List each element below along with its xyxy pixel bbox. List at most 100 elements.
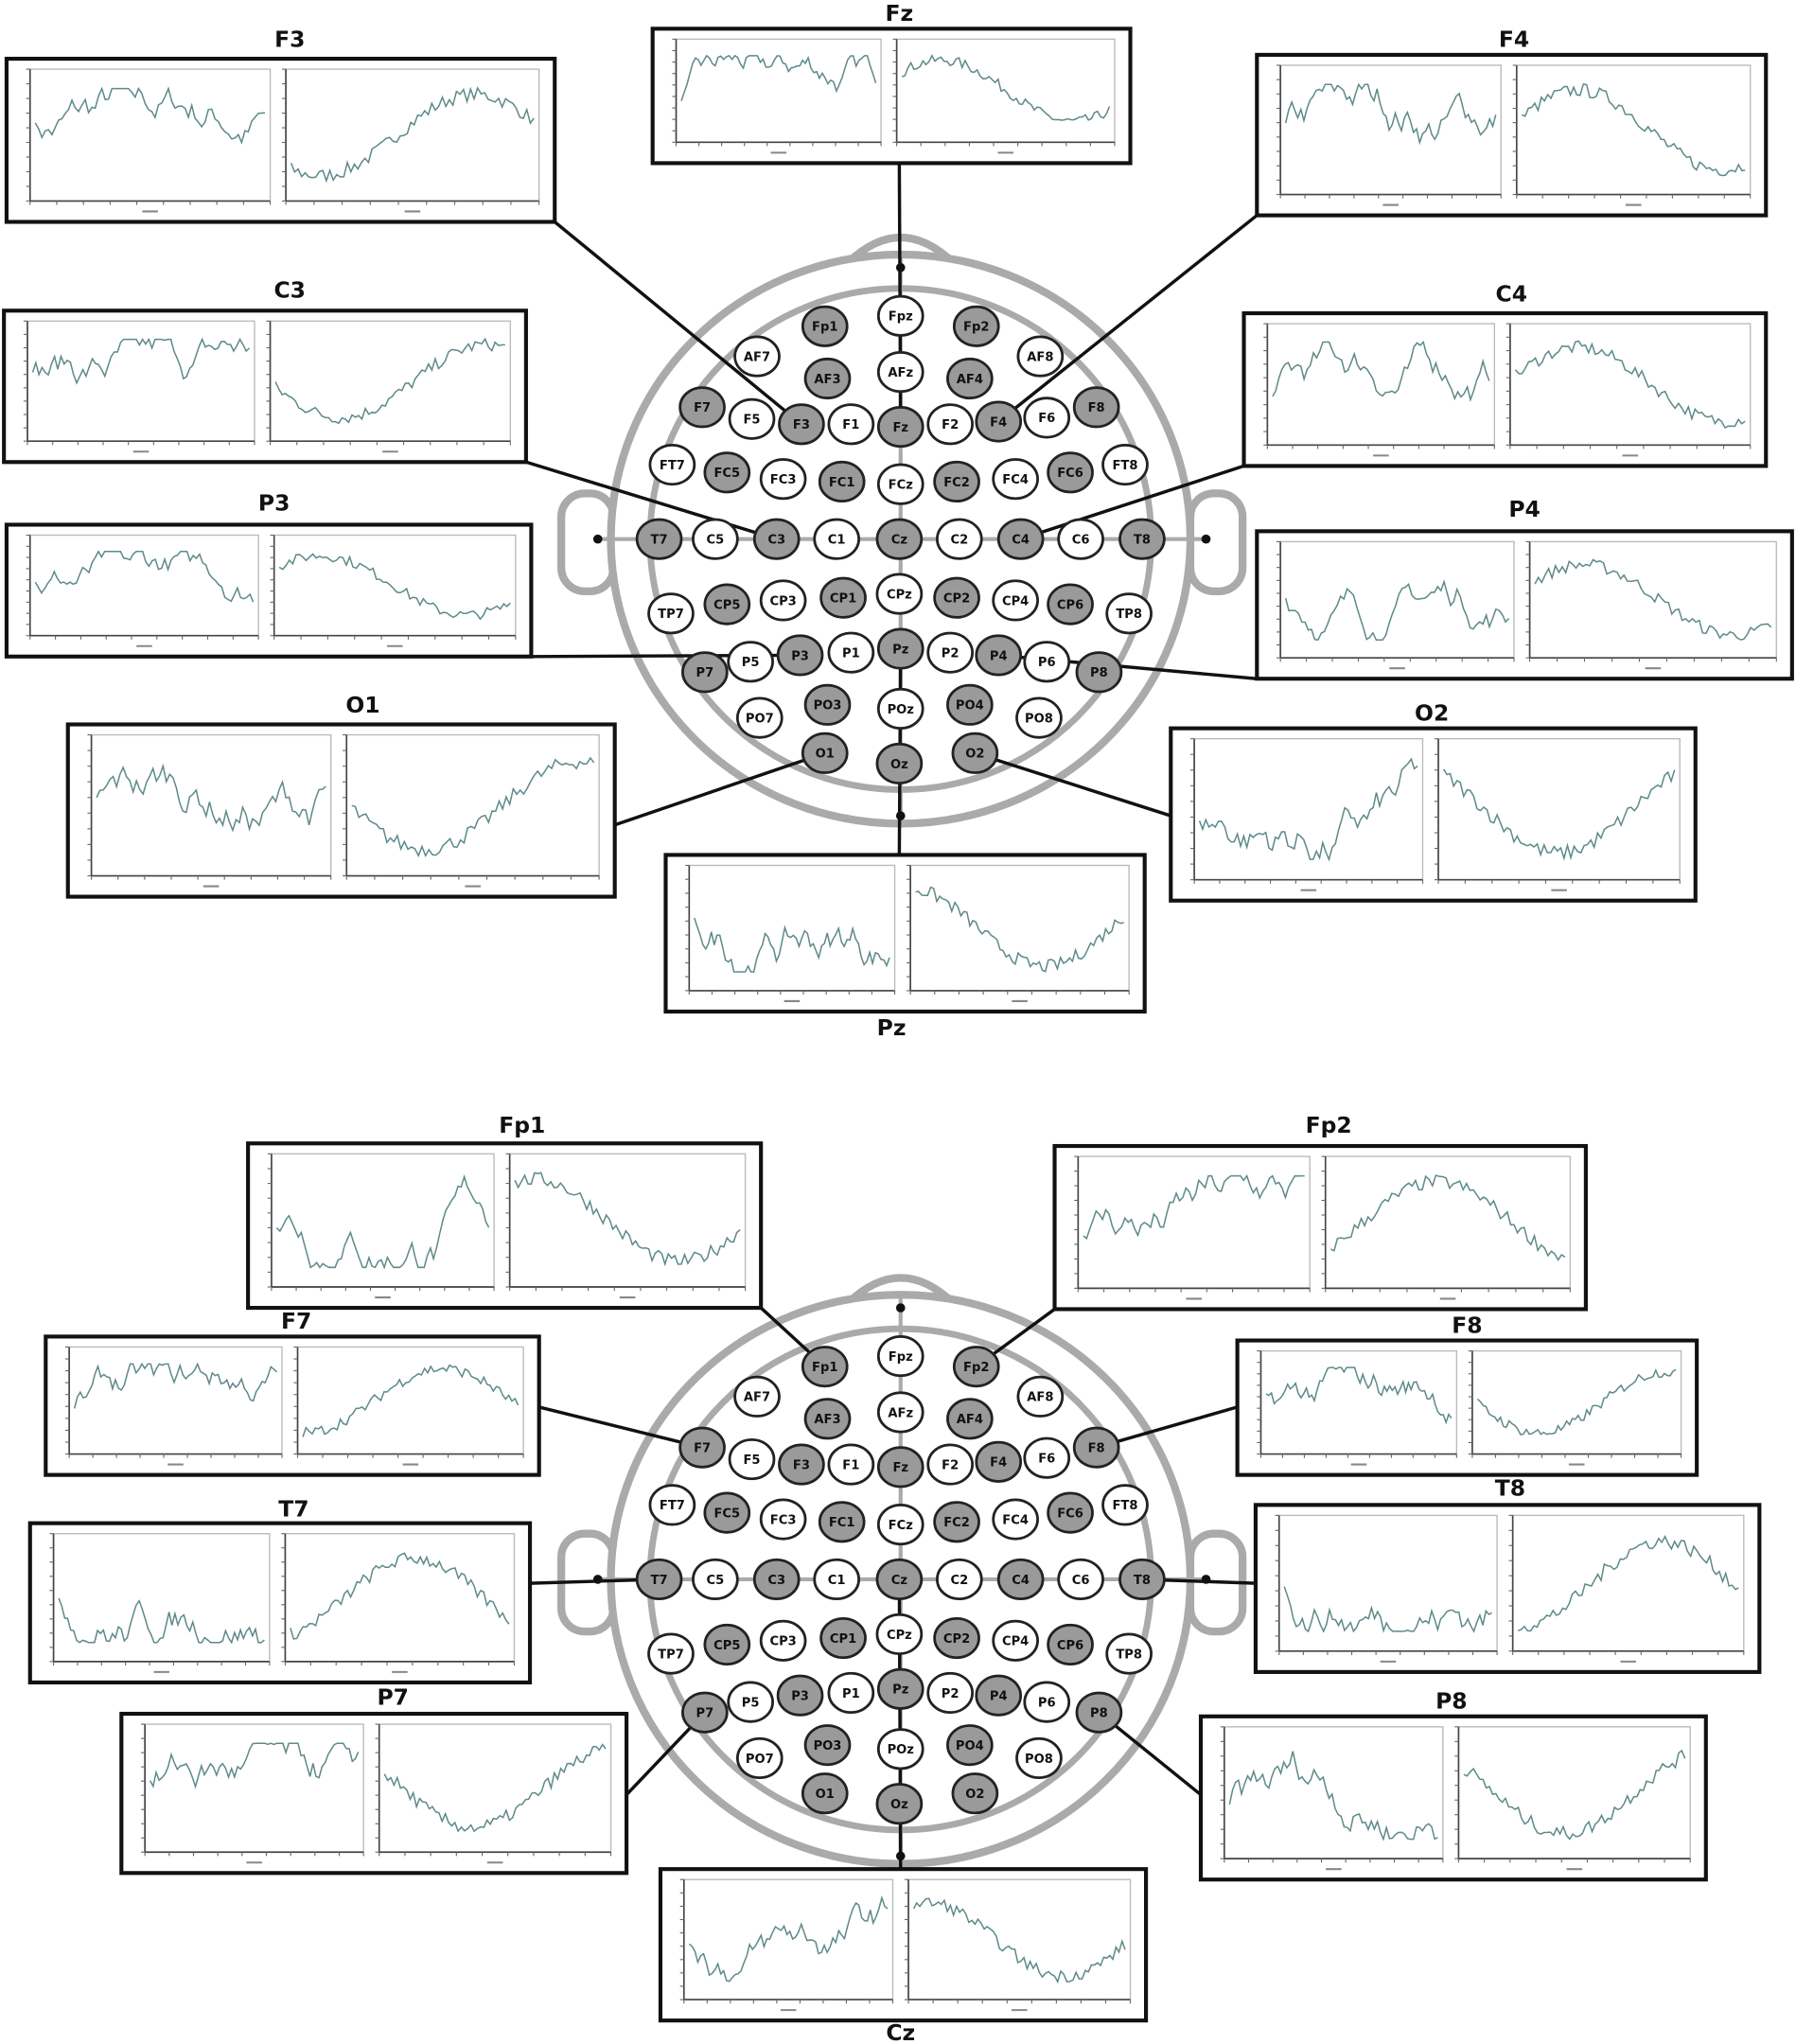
signal-trace: [351, 756, 595, 858]
connector: [538, 1405, 703, 1450]
signal-trace: [34, 550, 255, 603]
electrode: CP5: [703, 1623, 751, 1666]
box-title: Fp2: [1306, 1112, 1352, 1138]
electrode: F4: [975, 1440, 1023, 1483]
electrode: CPz: [875, 1612, 924, 1655]
channel-box: [1052, 1143, 1588, 1312]
electrode-marker: [703, 1491, 751, 1534]
plot-frame: [29, 534, 259, 637]
electrode-marker: [1118, 1558, 1166, 1601]
electrode-label: F1: [842, 1458, 859, 1472]
electrode-marker: [951, 1772, 999, 1815]
electrode: F5: [728, 397, 776, 440]
electrode-marker: [1047, 583, 1094, 626]
electrode-label: C3: [767, 534, 785, 548]
electrode-marker: [875, 1612, 924, 1655]
electrode-marker: [1101, 443, 1149, 486]
electrode-marker: [801, 731, 849, 774]
electrode-label: Fp2: [963, 1361, 989, 1375]
electrode-label: F8: [1088, 401, 1105, 415]
electrode-marker: [876, 687, 924, 731]
electrode: Fp1: [801, 305, 849, 347]
electrode-marker: [876, 1446, 924, 1489]
electrode: P5: [727, 1681, 774, 1723]
electrode-marker: [876, 1391, 924, 1434]
electrode-marker: [678, 1426, 726, 1469]
electrode-marker: [803, 683, 852, 726]
electrode: FCz: [876, 1503, 924, 1546]
plot-frame: [68, 1346, 283, 1455]
electrode: AF3: [803, 357, 852, 400]
electrode: AFz: [876, 351, 924, 394]
electrode-label: T7: [651, 534, 668, 548]
electrode: PO3: [803, 1724, 852, 1767]
electrode: AF3: [803, 1398, 852, 1440]
electrode-marker: [647, 1632, 695, 1675]
signal-trace: [1463, 1749, 1686, 1841]
electrode-label: FCz: [889, 1519, 913, 1533]
channel-box: [1253, 1503, 1762, 1674]
electrode: C6: [1057, 1558, 1104, 1601]
electrode-label: CPz: [887, 1629, 912, 1643]
electrode: P6: [1023, 1681, 1071, 1723]
electrode: P2: [926, 1671, 974, 1715]
plot-frame: [1516, 64, 1752, 196]
electrode-label: F7: [694, 401, 711, 415]
electrode: FC6: [1047, 451, 1094, 494]
electrode-label: P1: [842, 647, 860, 661]
electrode-label: CP3: [769, 594, 796, 608]
electrode: F5: [728, 1438, 776, 1481]
electrode: FT7: [648, 1484, 696, 1526]
electrode-label: FC5: [713, 1507, 740, 1522]
electrode: F4: [975, 400, 1023, 443]
box-title: Fz: [886, 0, 914, 26]
electrode: C3: [752, 1558, 801, 1601]
box-title: F4: [1499, 26, 1529, 53]
electrode-marker: [692, 518, 739, 560]
electrode-label: AF4: [957, 373, 983, 387]
electrode-label: C1: [828, 534, 846, 548]
box-title: O2: [1415, 699, 1449, 726]
electrode-label: PO7: [746, 713, 774, 727]
box-title: Cz: [886, 2019, 915, 2044]
plot-frame: [52, 1533, 271, 1663]
electrode-marker: [801, 305, 849, 347]
electrode-label: Fz: [892, 421, 908, 435]
electrode-label: FC1: [829, 476, 855, 490]
plot-frame: [1279, 64, 1502, 196]
electrode-label: F4: [990, 1456, 1007, 1471]
electrode-label: PO7: [746, 1753, 774, 1767]
electrode-label: Oz: [890, 1798, 908, 1812]
electrode: C2: [936, 1558, 983, 1601]
signal-trace: [1329, 1174, 1566, 1261]
electrode-marker: [692, 1558, 739, 1601]
plot-frame: [1509, 323, 1752, 447]
electrode-marker: [946, 683, 994, 726]
electrode-label: T8: [1134, 534, 1151, 548]
electrode-label: PO4: [956, 1739, 984, 1753]
electrode-marker: [876, 1728, 924, 1771]
electrode-label: P3: [791, 1690, 809, 1704]
electrode: P3: [776, 1674, 824, 1717]
electrode-marker: [875, 1783, 924, 1825]
electrode: O1: [801, 731, 849, 774]
electrode-label: AF8: [1027, 350, 1053, 364]
plot-frame: [1077, 1155, 1311, 1290]
electrode: CP1: [819, 576, 867, 619]
plot-frame: [90, 733, 332, 877]
electrode: Fz: [876, 405, 924, 449]
channel-box: [1255, 52, 1769, 218]
electrode-label: P1: [842, 1687, 860, 1701]
electrode-marker: [975, 1440, 1023, 1483]
electrode-marker: [951, 731, 999, 774]
signal-trace: [1198, 757, 1418, 862]
channel-box: [658, 1867, 1149, 2023]
electrode-marker: [818, 1501, 866, 1543]
electrode: P5: [727, 641, 774, 683]
electrode: CP3: [759, 579, 807, 622]
plot-frame: [508, 1153, 747, 1288]
electrode: Oz: [875, 1783, 924, 1825]
electrode: AF8: [1016, 335, 1065, 378]
electrode-label: CP5: [713, 1639, 740, 1653]
electrode-marker: [703, 1623, 751, 1666]
